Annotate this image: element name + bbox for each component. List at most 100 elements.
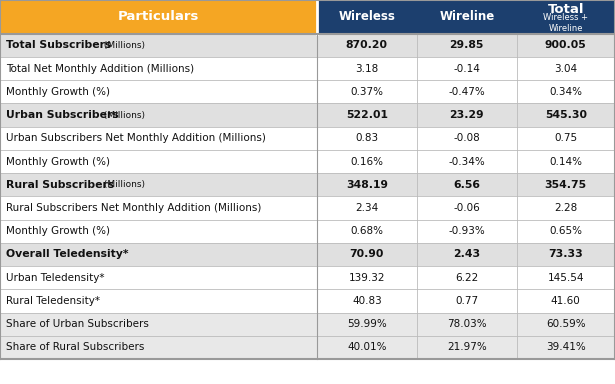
Bar (0, 220, 317, 243)
Text: 40.83: 40.83 (352, 296, 382, 306)
Text: 0.77: 0.77 (455, 296, 478, 306)
Bar (517, 197, 615, 220)
Text: 0.34%: 0.34% (549, 87, 582, 97)
Text: 29.85: 29.85 (450, 40, 484, 50)
Bar (517, 80, 615, 104)
Bar (417, 173, 517, 197)
Bar (517, 0, 615, 34)
Bar (0, 150, 317, 173)
Text: 900.05: 900.05 (545, 40, 587, 50)
Bar (317, 220, 417, 243)
Text: 3.04: 3.04 (554, 64, 577, 74)
Bar (0, 290, 317, 313)
Text: Urban Teledensity*: Urban Teledensity* (6, 273, 105, 283)
Text: -0.34%: -0.34% (448, 157, 485, 167)
Bar (517, 243, 615, 266)
Bar (417, 80, 517, 104)
Bar (417, 0, 517, 34)
Bar (317, 127, 417, 150)
Bar (317, 313, 417, 336)
Bar (317, 336, 417, 359)
Text: Rural Subscribers Net Monthly Addition (Millions): Rural Subscribers Net Monthly Addition (… (6, 203, 261, 213)
Bar (0, 197, 317, 220)
Bar (317, 197, 417, 220)
Text: 0.16%: 0.16% (351, 157, 383, 167)
Bar (0, 173, 317, 197)
Text: Monthly Growth (%): Monthly Growth (%) (6, 226, 110, 236)
Text: 0.75: 0.75 (554, 133, 577, 143)
Bar (317, 57, 417, 80)
Text: (Millions): (Millions) (101, 41, 145, 50)
Bar (517, 150, 615, 173)
Bar (517, 104, 615, 127)
Text: 348.19: 348.19 (346, 180, 388, 190)
Bar (0, 127, 317, 150)
Bar (317, 243, 417, 266)
Bar (417, 150, 517, 173)
Bar (417, 266, 517, 290)
Text: Wireless: Wireless (338, 10, 395, 23)
Text: Particulars: Particulars (117, 10, 199, 23)
Text: 39.41%: 39.41% (546, 343, 585, 353)
Bar (517, 266, 615, 290)
Bar (0, 80, 317, 104)
Text: Wireless +
Wireline: Wireless + Wireline (543, 13, 589, 33)
Bar (317, 104, 417, 127)
Text: -0.08: -0.08 (453, 133, 480, 143)
Text: Share of Urban Subscribers: Share of Urban Subscribers (6, 319, 149, 329)
Bar (417, 34, 517, 57)
Bar (417, 220, 517, 243)
Text: 545.30: 545.30 (545, 110, 587, 120)
Bar (317, 173, 417, 197)
Text: (Millions): (Millions) (101, 111, 145, 119)
Bar (517, 220, 615, 243)
Text: 21.97%: 21.97% (447, 343, 486, 353)
Text: 41.60: 41.60 (551, 296, 581, 306)
Text: Rural Subscribers: Rural Subscribers (6, 180, 114, 190)
Text: 6.22: 6.22 (455, 273, 478, 283)
Text: 59.99%: 59.99% (347, 319, 387, 329)
Bar (317, 0, 417, 34)
Text: Rural Teledensity*: Rural Teledensity* (6, 296, 100, 306)
Bar (317, 290, 417, 313)
Text: 3.18: 3.18 (355, 64, 378, 74)
Bar (0, 57, 317, 80)
Text: 0.68%: 0.68% (351, 226, 383, 236)
Text: Wireline: Wireline (439, 10, 494, 23)
Text: (Millions): (Millions) (101, 180, 145, 189)
Bar (0, 34, 317, 57)
Text: Urban Subscribers Net Monthly Addition (Millions): Urban Subscribers Net Monthly Addition (… (6, 133, 266, 143)
Text: -0.06: -0.06 (453, 203, 480, 213)
Bar (517, 290, 615, 313)
Bar (517, 57, 615, 80)
Text: 23.29: 23.29 (450, 110, 484, 120)
Text: Overall Teledensity*: Overall Teledensity* (6, 250, 129, 260)
Text: 145.54: 145.54 (547, 273, 584, 283)
Text: 73.33: 73.33 (549, 250, 583, 260)
Bar (417, 104, 517, 127)
Text: 2.34: 2.34 (355, 203, 378, 213)
Bar (517, 34, 615, 57)
Bar (317, 80, 417, 104)
Bar (417, 243, 517, 266)
Text: -0.47%: -0.47% (448, 87, 485, 97)
Text: 0.65%: 0.65% (549, 226, 582, 236)
Text: 2.43: 2.43 (453, 250, 480, 260)
Text: 0.37%: 0.37% (351, 87, 383, 97)
Bar (517, 313, 615, 336)
Text: -0.93%: -0.93% (448, 226, 485, 236)
Bar (317, 34, 417, 57)
Text: Monthly Growth (%): Monthly Growth (%) (6, 87, 110, 97)
Text: Monthly Growth (%): Monthly Growth (%) (6, 157, 110, 167)
Bar (0, 0, 317, 34)
Text: 0.83: 0.83 (355, 133, 378, 143)
Text: 2.28: 2.28 (554, 203, 577, 213)
Text: Total Subscribers: Total Subscribers (6, 40, 111, 50)
Bar (417, 290, 517, 313)
Bar (317, 150, 417, 173)
Text: -0.14: -0.14 (453, 64, 480, 74)
Text: 40.01%: 40.01% (347, 343, 387, 353)
Text: Share of Rural Subscribers: Share of Rural Subscribers (6, 343, 145, 353)
Bar (317, 266, 417, 290)
Bar (417, 57, 517, 80)
